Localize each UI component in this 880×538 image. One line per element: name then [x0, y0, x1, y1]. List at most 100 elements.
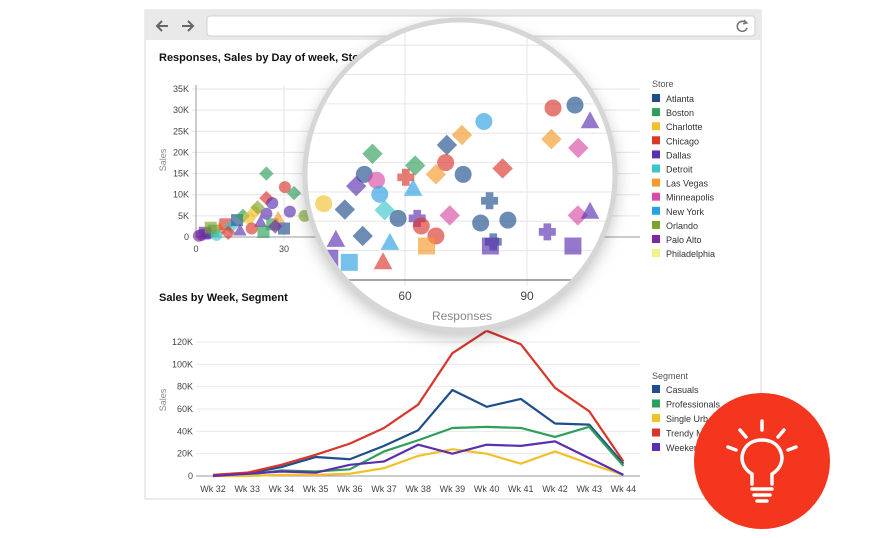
magnified-point-chicago	[412, 217, 430, 235]
legend-item-store[interactable]: Chicago	[666, 136, 699, 146]
legend-item-segment[interactable]: Weeken	[666, 443, 699, 453]
magnified-point-new-york	[475, 113, 493, 131]
mag-x-tick-60: 60	[398, 289, 412, 303]
legend-item-store[interactable]: Philadelphia	[666, 249, 715, 259]
segment-legend: Segment Casuals Professionals Single Urb Tr…	[652, 371, 721, 453]
scatter-point-orlando	[204, 221, 217, 234]
scatter-y-tick: 20K	[173, 147, 189, 157]
magnified-point-las-vegas	[541, 128, 562, 150]
magnified-point-chicago	[397, 168, 415, 186]
line-x-tick: Wk 35	[303, 484, 329, 494]
line-chart: Sales by Week, Segment Sales 0 20K 40K 60K 8…	[158, 292, 721, 494]
line-x-tick: Wk 34	[269, 484, 295, 494]
store-legend-title: Store	[652, 79, 674, 89]
legend-item-store[interactable]: Atlanta	[666, 94, 694, 104]
legend-swatch	[652, 235, 660, 243]
legend-swatch	[652, 94, 660, 102]
line-x-tick: Wk 37	[371, 484, 397, 494]
scatter-point-chicago	[245, 222, 258, 235]
magnified-point-dallas	[346, 175, 367, 197]
legend-swatch	[652, 122, 660, 131]
line-series-trendy-m	[212, 329, 625, 476]
line-x-tick: Wk 42	[542, 484, 568, 494]
scatter-point-boston	[257, 225, 270, 238]
scatter-x-tick: 0	[193, 244, 198, 254]
legend-item-segment[interactable]: Professionals	[666, 400, 721, 410]
legend-item-segment[interactable]: Single Urb	[666, 414, 708, 424]
line-x-tick: Wk 38	[405, 484, 431, 494]
magnified-point-chicago	[544, 99, 562, 117]
scatter-point-chicago	[278, 181, 291, 194]
magnified-point-dallas	[580, 111, 600, 129]
scatter-point-palo-alto	[268, 219, 283, 234]
legend-item-segment[interactable]: Casuals	[666, 385, 699, 395]
store-legend: Store Atlanta Boston Charlotte Chicago Dalla…	[652, 79, 715, 259]
magnified-point-boston	[404, 155, 426, 176]
scatter-y-tick: 15K	[173, 169, 189, 179]
lightbulb-badge	[694, 393, 830, 529]
magnified-point-detroit	[374, 199, 395, 221]
magnified-point-atlanta	[472, 214, 490, 232]
magnified-point-minneapolis	[439, 205, 460, 226]
legend-item-store[interactable]: New York	[666, 207, 705, 217]
line-series-professionals	[212, 425, 625, 478]
legend-swatch	[652, 178, 660, 187]
legend-item-store[interactable]: Las Vegas	[666, 179, 709, 189]
legend-item-store[interactable]: Boston	[666, 108, 694, 118]
legend-swatch	[652, 136, 660, 145]
legend-swatch	[652, 108, 660, 117]
line-y-tick: 100K	[172, 359, 193, 369]
magnified-point-atlanta	[481, 192, 499, 210]
legend-item-store[interactable]: Detroit	[666, 165, 693, 175]
magnified-point-minneapolis	[568, 137, 589, 159]
line-x-tick: Wk 43	[576, 484, 602, 494]
legend-item-store[interactable]: Palo Alto	[666, 235, 702, 245]
line-y-tick: 80K	[177, 382, 193, 392]
magnified-point-dallas	[580, 201, 600, 219]
legend-item-store[interactable]: Charlotte	[666, 122, 703, 132]
legend-item-store[interactable]: Orlando	[666, 221, 698, 231]
arrow-left-icon[interactable]	[155, 20, 168, 32]
legend-swatch	[652, 164, 660, 173]
magnified-point-las-vegas	[451, 124, 473, 146]
magnified-point-dallas	[481, 237, 499, 255]
scatter-point-dallas	[283, 205, 296, 218]
magnifier: 60 90 Responses	[302, 17, 618, 333]
line-y-tick: 40K	[177, 426, 193, 436]
legend-item-store[interactable]: Dallas	[666, 150, 692, 160]
line-series-casuals	[212, 388, 625, 478]
legend-item-segment[interactable]: Trendy M	[666, 429, 704, 439]
magnified-point-dallas	[564, 237, 582, 255]
magnified-point-atlanta	[334, 199, 356, 220]
magnified-point-dallas	[408, 209, 426, 227]
magnified-point-new-york	[340, 253, 358, 271]
magnified-point-atlanta	[436, 134, 458, 156]
reload-icon[interactable]	[736, 19, 749, 33]
scatter-y-tick: 25K	[173, 126, 189, 136]
scatter-point-palo-alto	[192, 229, 205, 242]
mag-x-label: Responses	[432, 309, 492, 323]
scatter-y-tick: 5K	[178, 211, 189, 221]
magnified-point-atlanta	[499, 211, 517, 229]
line-series-single-urb	[213, 448, 624, 478]
legend-item-store[interactable]: Minneapolis	[666, 193, 715, 203]
line-x-tick: Wk 33	[234, 484, 260, 494]
arrow-right-icon[interactable]	[182, 20, 195, 32]
legend-swatch	[652, 414, 660, 422]
scatter-point-dallas	[260, 207, 273, 220]
line-x-tick: Wk 40	[474, 484, 500, 494]
magnified-point-chicago	[492, 158, 513, 179]
legend-swatch	[652, 249, 660, 258]
scatter-y-tick: 10K	[173, 190, 189, 200]
magnified-point-charlotte	[315, 195, 333, 213]
magnified-point-boston	[362, 143, 383, 164]
magnified-point-minneapolis	[368, 171, 386, 189]
legend-swatch	[652, 220, 660, 229]
line-x-tick: Wk 39	[440, 484, 466, 494]
magnified-point-las-vegas	[418, 237, 436, 255]
legend-swatch	[652, 443, 660, 451]
scatter-y-tick: 30K	[173, 105, 189, 115]
line-y-tick: 20K	[177, 449, 193, 459]
mag-x-tick-90: 90	[520, 289, 534, 303]
